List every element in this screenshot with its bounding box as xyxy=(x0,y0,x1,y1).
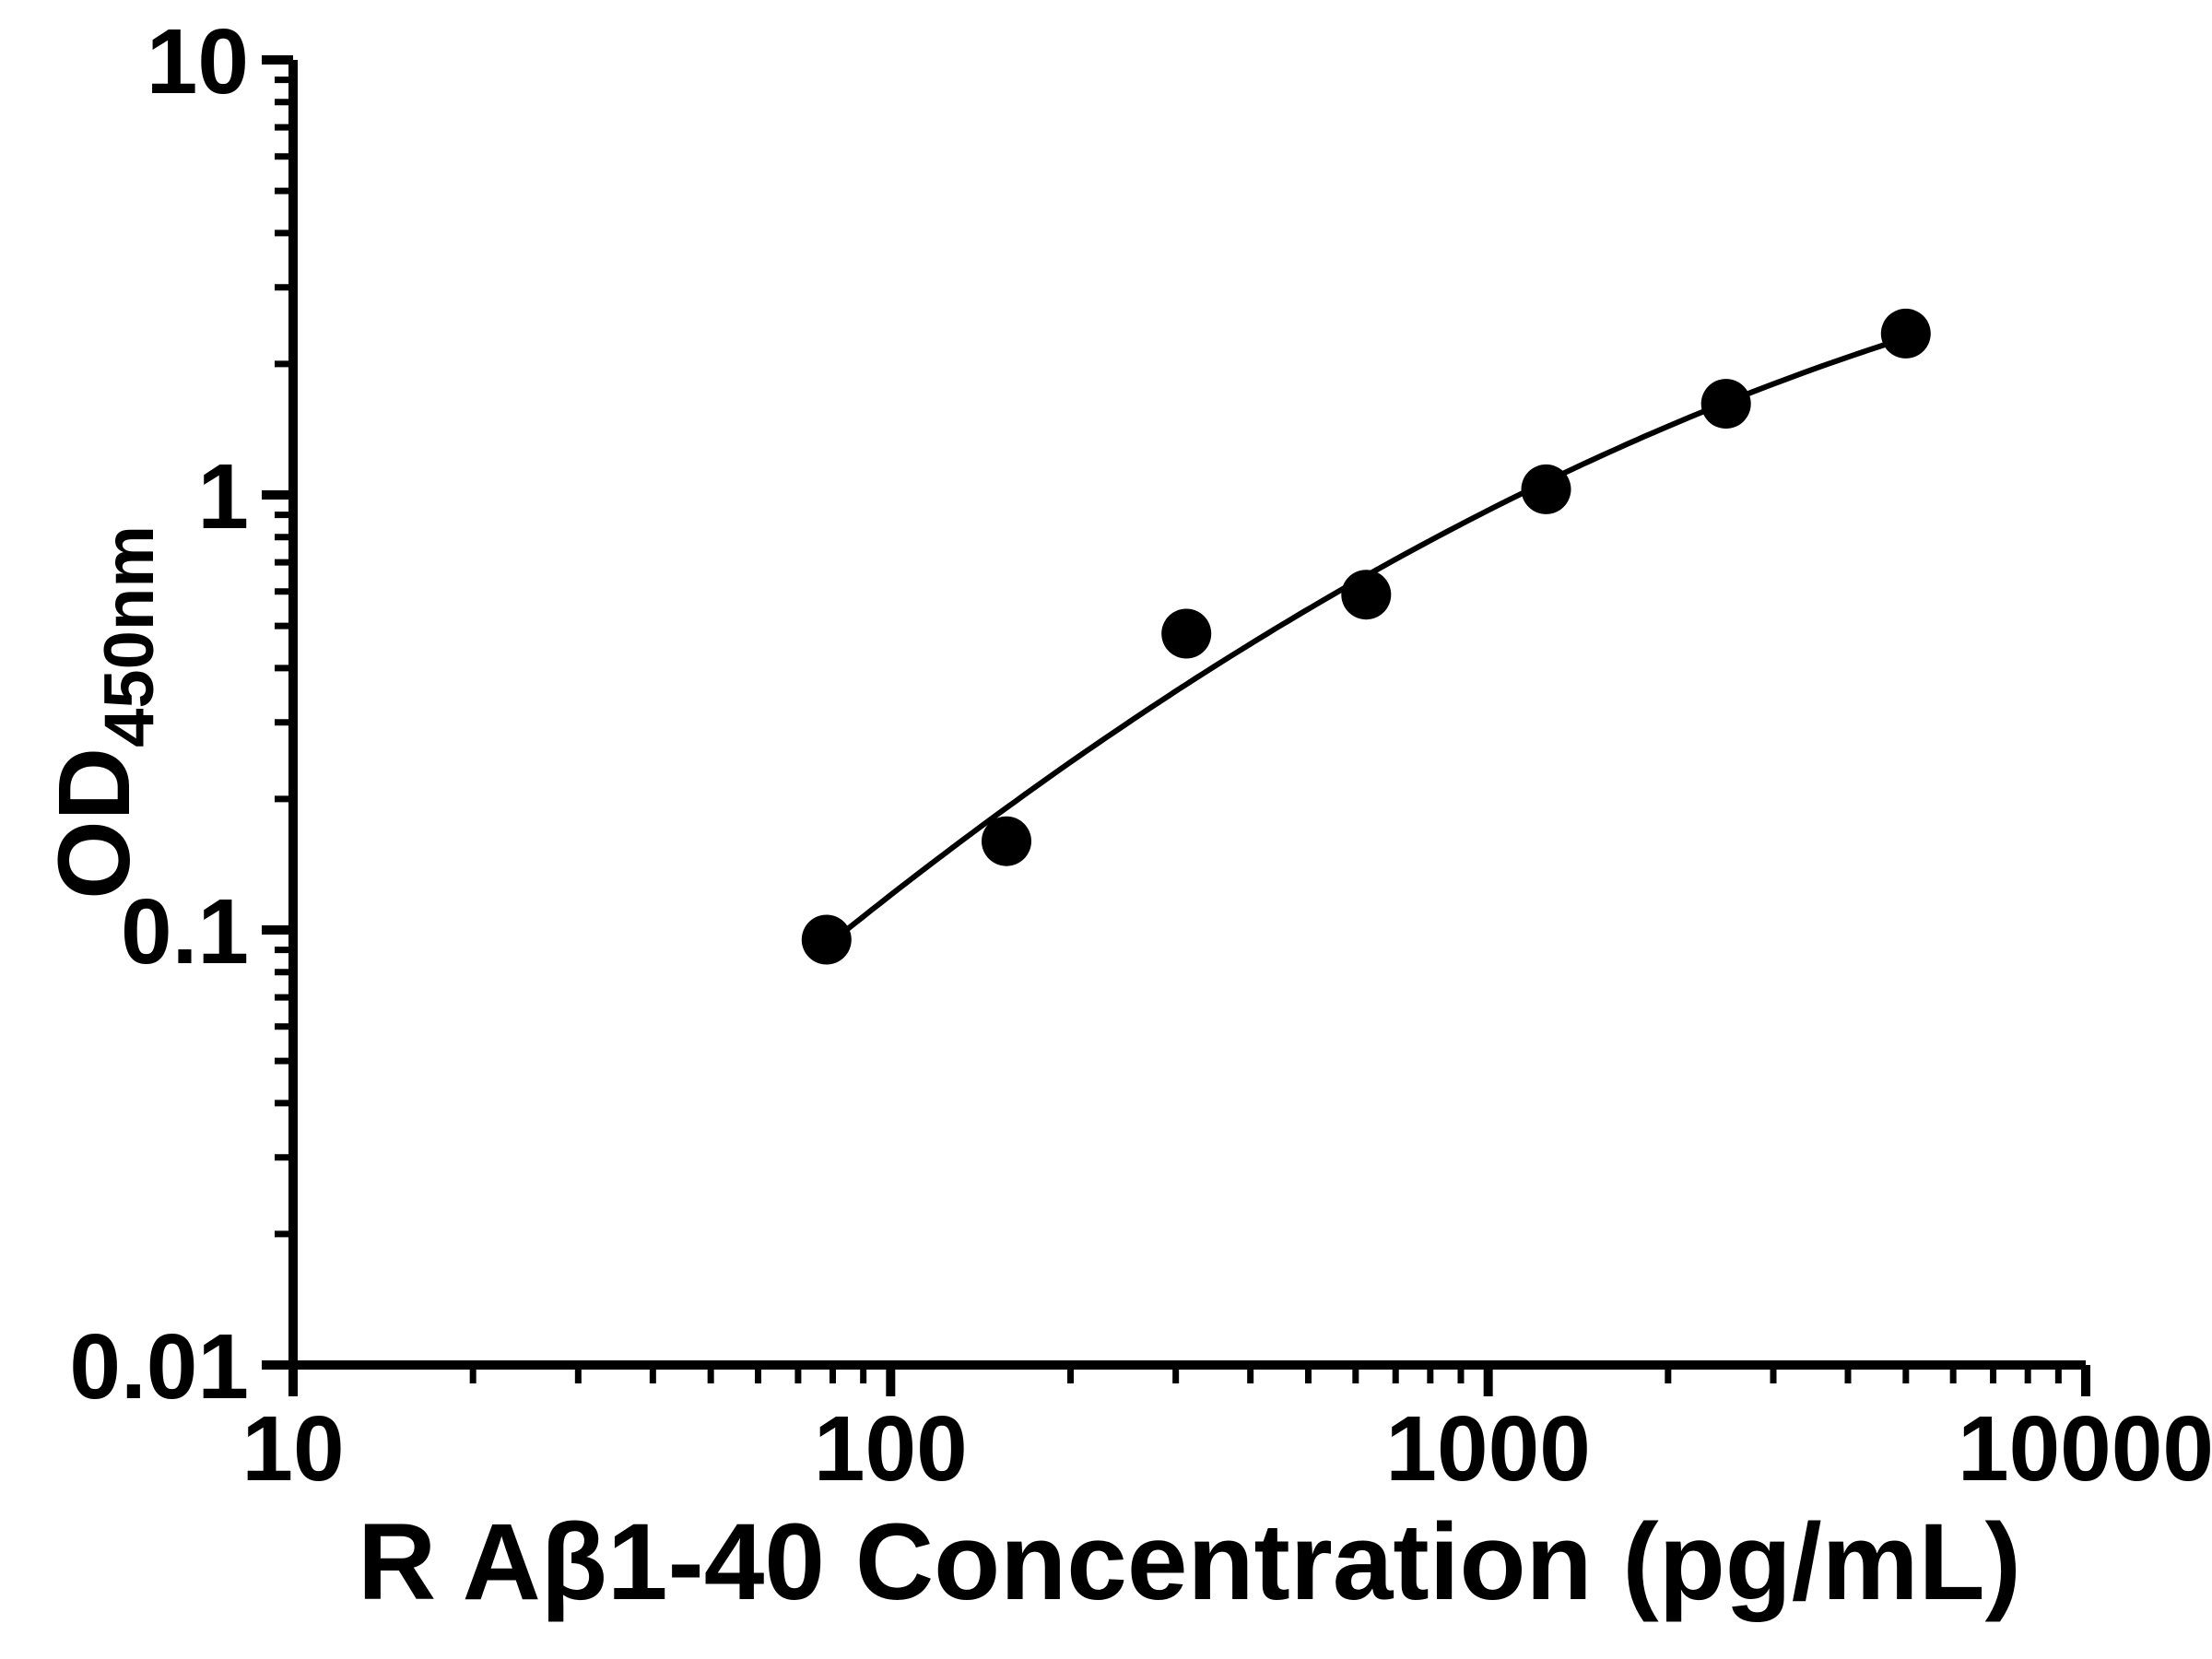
y-tick-label: 1 xyxy=(197,445,249,548)
y-tick-label: 0.01 xyxy=(69,1315,249,1418)
data-point xyxy=(801,914,852,965)
data-point xyxy=(982,816,1031,866)
data-point xyxy=(1161,608,1212,659)
data-point xyxy=(1521,464,1571,514)
y-tick-label: 10 xyxy=(147,10,249,113)
x-tick-label: 100 xyxy=(814,1397,968,1500)
data-point xyxy=(1700,379,1751,429)
x-tick-label: 1000 xyxy=(1385,1397,1590,1500)
y-axis-title: OD450nm xyxy=(38,525,169,900)
data-point xyxy=(1341,570,1392,620)
data-point xyxy=(1880,308,1931,359)
x-axis-title: R Aβ1-40 Concentration (pg/mL) xyxy=(358,1501,2021,1623)
x-tick-label: 10 xyxy=(241,1397,344,1500)
y-tick-label: 0.1 xyxy=(121,880,249,983)
axes xyxy=(288,60,2086,1370)
x-tick-label: 10000 xyxy=(1958,1397,2212,1500)
